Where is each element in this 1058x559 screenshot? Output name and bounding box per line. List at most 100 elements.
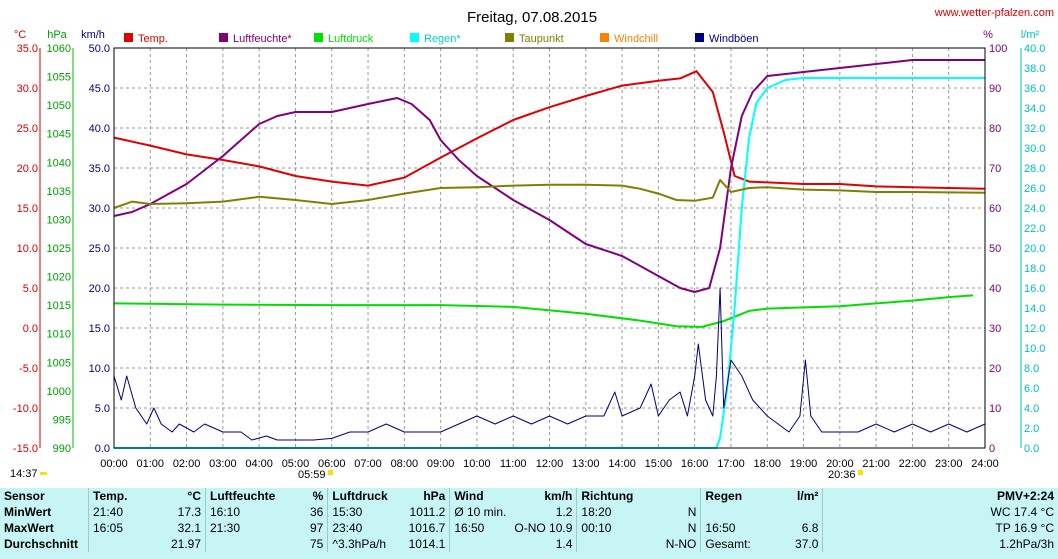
x-tick-label: 15:00 — [645, 458, 673, 470]
x-tick-label: 07:00 — [354, 458, 382, 470]
x-tick-label: 19:00 — [790, 458, 818, 470]
legend-swatch — [314, 33, 323, 42]
series-line-luftfeuchte — [113, 59, 985, 293]
y-tick-label-temp: 5.0 — [23, 283, 38, 295]
y-tick-label-rain: 40.0 — [1024, 43, 1045, 55]
y-axes: 35.0 30.0 25.0 20.0 15.0 10.0 5.0 0.0 -5.0 -10.0 -… — [13, 43, 1046, 455]
cell-rain: 6.8 — [801, 521, 819, 535]
x-tick-label: 09:00 — [427, 458, 455, 470]
y-tick-label-pressure: 1045 — [47, 129, 71, 141]
legend-swatch — [410, 33, 419, 42]
y-tick-label-rain: 26.0 — [1024, 183, 1045, 195]
x-tick-label: 13:00 — [572, 458, 600, 470]
legend-label: Taupunkt — [519, 33, 564, 45]
col-hum-unit: % — [312, 489, 324, 503]
y-tick-label-rain: 22.0 — [1024, 223, 1045, 235]
table-row-max: MaxWert 16:05 32.1 21:30 97 23:40 1016.7… — [0, 520, 1058, 536]
y-tick-label-humidity: 100 — [989, 43, 1007, 55]
y-tick-label-rain: 10.0 — [1024, 343, 1045, 355]
y-tick-label-wind: 25.0 — [89, 243, 110, 255]
cell-rain — [769, 504, 823, 520]
y-tick-label-wind: 45.0 — [89, 83, 110, 95]
col-pmv: PMV+2:24 — [822, 488, 1058, 504]
row-label: MinWert — [4, 505, 52, 519]
col-dir-value — [637, 488, 701, 504]
series-line-luftdruck — [113, 294, 974, 328]
y-tick-label-humidity: 70 — [989, 163, 1001, 175]
series-line-windben — [113, 287, 986, 441]
y-tick-label-rain: 28.0 — [1024, 163, 1045, 175]
y-tick-label-pressure: 1055 — [47, 72, 71, 84]
y-tick-label-humidity: 20 — [989, 363, 1001, 375]
cell-press-time: ^3.3hPa/h — [327, 536, 397, 552]
x-tick-label: 03:00 — [209, 458, 237, 470]
y-tick-label-humidity: 50 — [989, 243, 1001, 255]
y-tick-label-humidity: 10 — [989, 403, 1001, 415]
legend-label: Temp. — [138, 33, 168, 45]
cell-temp: 21.97 — [170, 537, 201, 551]
x-tick-label: 20:00 — [826, 458, 854, 470]
cell-temp-time: 16:05 — [88, 520, 147, 536]
y-tick-label-humidity: 80 — [989, 123, 1001, 135]
series-line-taupunkt — [113, 179, 986, 209]
x-tick-label: 11:00 — [500, 458, 527, 470]
y-tick-label-rain: 32.0 — [1024, 123, 1045, 135]
y-tick-label-temp: 15.0 — [17, 203, 38, 215]
legend-swatch — [124, 33, 133, 42]
col-dir: Richtung — [576, 488, 638, 504]
y-tick-label-rain: 12.0 — [1024, 323, 1045, 335]
cell-press: 1014.1 — [408, 537, 446, 551]
cell-dir-time: 00:10 — [576, 520, 638, 536]
y-tick-label-wind: 15.0 — [89, 323, 110, 335]
legend-label: Windböen — [709, 33, 759, 45]
cell-hum: 36 — [309, 505, 324, 519]
cell-rain-time: 16:50 — [700, 520, 770, 536]
y-tick-label-humidity: 60 — [989, 203, 1001, 215]
legend-label: Regen* — [424, 33, 461, 45]
y-tick-label-rain: 34.0 — [1024, 103, 1045, 115]
y-tick-label-pressure: 1015 — [47, 300, 71, 312]
cell-pmv: 1.2hPa/3h — [822, 536, 1058, 552]
col-wind-unit: km/h — [544, 489, 573, 503]
chart-title: Freitag, 07.08.2015 — [467, 9, 597, 26]
x-tick-label: 10:00 — [463, 458, 491, 470]
cell-wind-time: 16:50 — [449, 520, 511, 536]
y-tick-label-wind: 5.0 — [95, 403, 110, 415]
col-press-unit: hPa — [423, 489, 446, 503]
series-lines — [113, 59, 986, 449]
cell-temp-time — [88, 536, 147, 552]
x-tick-label: 02:00 — [173, 458, 201, 470]
plot-frame — [113, 47, 986, 449]
y-tick-label-pressure: 1035 — [47, 186, 71, 198]
y-tick-label-wind: 35.0 — [89, 163, 110, 175]
unit-humidity: % — [983, 29, 993, 41]
left-time-label: 14:37 — [10, 468, 38, 480]
x-tick-label: 00:00 — [100, 458, 128, 470]
site-url[interactable]: www.wetter-pfalzen.com — [934, 7, 1054, 19]
x-tick-label: 16:00 — [681, 458, 709, 470]
x-tick-label: 18:00 — [753, 458, 781, 470]
x-tick-label: 23:00 — [935, 458, 963, 470]
y-tick-label-temp: -10.0 — [13, 403, 38, 415]
legend-swatch — [505, 33, 514, 42]
x-tick-label: 21:00 — [862, 458, 890, 470]
y-tick-label-wind: 0.0 — [95, 443, 110, 455]
col-rain: Regen — [700, 488, 770, 504]
sunrise-marker — [328, 470, 333, 475]
cell-pmv: TP 16.9 °C — [822, 520, 1058, 536]
unit-wind: km/h — [81, 29, 105, 41]
x-tick-label: 01:00 — [137, 458, 165, 470]
y-tick-label-pressure: 1050 — [47, 100, 71, 112]
x-tick-label: 22:00 — [899, 458, 927, 470]
table-row-min: MinWert 21:40 17.3 16:10 36 15:30 1011.2… — [0, 504, 1058, 520]
y-tick-label-rain: 8.0 — [1024, 363, 1039, 375]
cell-wind: O-NO 10.9 — [514, 521, 573, 535]
x-tick-label: 12:00 — [536, 458, 564, 470]
col-sensor: Sensor — [4, 489, 45, 503]
y-tick-label-rain: 18.0 — [1024, 263, 1045, 275]
table-row-avg: Durchschnitt 21.97 75 ^3.3hPa/h 1014.1 1… — [0, 536, 1058, 552]
cell-press-time: 23:40 — [327, 520, 397, 536]
weather-chart: Freitag, 07.08.2015 www.wetter-pfalzen.c… — [10, 7, 1054, 481]
col-temp: Temp. — [88, 488, 147, 504]
cell-rain-time — [700, 504, 770, 520]
